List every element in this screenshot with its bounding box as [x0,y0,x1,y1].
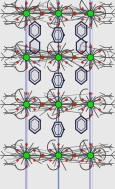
Polygon shape [29,21,40,39]
Polygon shape [52,28,63,42]
Polygon shape [75,21,86,39]
Polygon shape [52,122,63,137]
Polygon shape [29,116,40,134]
Polygon shape [75,67,86,84]
Polygon shape [52,73,63,88]
Polygon shape [29,67,40,84]
Polygon shape [75,116,86,134]
Polygon shape [30,39,39,54]
Polygon shape [76,39,85,54]
